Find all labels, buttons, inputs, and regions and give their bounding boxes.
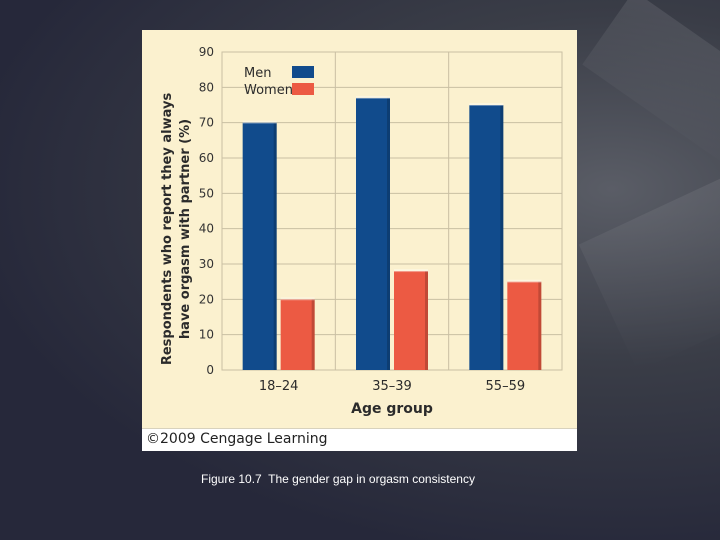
bar-shading bbox=[425, 271, 428, 370]
y-tick-label: 10 bbox=[199, 328, 214, 342]
figure-panel: 0 10 20 30 40 50 60 70 80 90 18–24 35–39 55–59 Men Wo… bbox=[142, 30, 577, 451]
x-tick-label: 18–24 bbox=[259, 379, 299, 394]
bar-men bbox=[469, 105, 504, 370]
bar-top-highlight bbox=[356, 95, 390, 99]
legend-label-women: Women bbox=[244, 83, 293, 98]
bar-women bbox=[507, 281, 542, 370]
y-axis-label-line-2: have orgasm with partner (%) bbox=[178, 119, 193, 339]
figure-caption: Figure 10.7 The gender gap in orgasm con… bbox=[201, 472, 475, 486]
bar-men bbox=[356, 97, 390, 370]
y-tick-label: 60 bbox=[199, 151, 214, 165]
bar-shading bbox=[311, 299, 315, 370]
legend-label-men: Men bbox=[244, 66, 271, 81]
bar-men bbox=[242, 122, 277, 371]
copyright-text: ©2009 Cengage Learning bbox=[146, 431, 328, 447]
y-axis-label-line-1: Respondents who report they always bbox=[160, 93, 175, 366]
background-light-streak bbox=[582, 0, 720, 180]
grid-lines bbox=[221, 51, 563, 371]
y-tick-label: 90 bbox=[199, 45, 214, 59]
copyright-bar: ©2009 Cengage Learning bbox=[142, 428, 577, 451]
y-tick-label: 80 bbox=[199, 80, 214, 94]
y-axis-title: Respondents who report they always have … bbox=[160, 93, 193, 366]
y-tick-label: 20 bbox=[199, 292, 214, 306]
y-tick-label: 40 bbox=[199, 222, 214, 236]
bar-top-highlight bbox=[469, 103, 504, 106]
bar-chart: 0 10 20 30 40 50 60 70 80 90 18–24 35–39 55–59 Men Wo… bbox=[160, 45, 563, 417]
bar-shading bbox=[387, 97, 390, 370]
background-light-streak bbox=[578, 168, 720, 372]
bar-top-highlight bbox=[242, 120, 277, 124]
bar-top-highlight bbox=[394, 269, 428, 273]
bar-shading bbox=[500, 105, 504, 370]
bar-women bbox=[394, 271, 428, 370]
y-tick-label: 30 bbox=[199, 257, 214, 271]
y-tick-label: 50 bbox=[199, 186, 214, 200]
bar-women bbox=[280, 299, 315, 370]
x-axis-label: Age group bbox=[351, 401, 433, 417]
bar-top-highlight bbox=[507, 279, 542, 283]
legend-swatch-women bbox=[292, 83, 314, 95]
bar-shading bbox=[538, 281, 542, 370]
legend: Men Women bbox=[244, 66, 314, 98]
bar-shading bbox=[273, 122, 277, 371]
x-tick-label: 35–39 bbox=[372, 379, 412, 394]
legend-swatch-men bbox=[292, 66, 314, 78]
bars bbox=[242, 95, 542, 371]
y-tick-label: 0 bbox=[206, 363, 214, 377]
bar-top-highlight bbox=[280, 297, 315, 301]
x-tick-label: 55–59 bbox=[486, 379, 526, 394]
y-tick-label: 70 bbox=[199, 116, 214, 130]
axis-ticks: 0 10 20 30 40 50 60 70 80 90 18–24 35–39 55–59 bbox=[199, 45, 525, 394]
